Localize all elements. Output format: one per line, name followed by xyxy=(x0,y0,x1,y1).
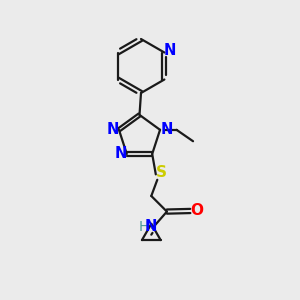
Text: N: N xyxy=(163,44,176,59)
Text: S: S xyxy=(155,165,167,180)
Text: H: H xyxy=(138,220,149,234)
Text: O: O xyxy=(190,203,203,218)
Text: N: N xyxy=(160,122,173,137)
Text: N: N xyxy=(107,122,119,137)
Text: N: N xyxy=(115,146,127,161)
Text: N: N xyxy=(145,219,157,234)
